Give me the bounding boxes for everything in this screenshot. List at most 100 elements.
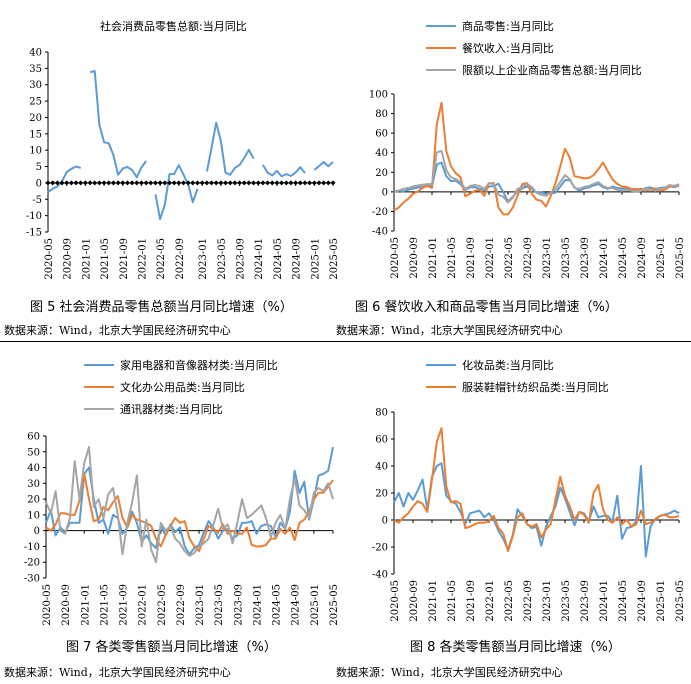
legend-label: 化妆品类:当月同比 — [462, 358, 554, 372]
x-tick-label: 2023-09 — [236, 238, 247, 280]
x-tick-label: 2023-09 — [580, 237, 591, 279]
axis-marker — [134, 180, 140, 186]
caption-fig6: 图 6 餐饮收入和商品零售当月同比增速（%） — [355, 300, 618, 315]
x-tick-label: 2023-09 — [580, 580, 591, 622]
series-line-0 — [393, 462, 680, 558]
axis-marker — [283, 180, 289, 186]
y-tick-label: 20 — [375, 168, 388, 179]
y-tick-label: 40 — [375, 148, 388, 159]
axis-marker — [279, 180, 285, 186]
axis-marker — [96, 180, 102, 186]
axis-marker — [78, 180, 84, 186]
y-tick-label: 25 — [29, 97, 42, 108]
axis-marker — [204, 180, 210, 186]
x-tick-label: 2025-05 — [675, 237, 686, 279]
axis-marker — [260, 180, 266, 186]
axis-marker — [59, 180, 65, 186]
axis-marker — [274, 180, 280, 186]
x-tick-label: 2025-01 — [310, 238, 321, 280]
axis-marker — [246, 180, 252, 186]
caption-fig8: 图 8 各类零售额当月同比增速（%） — [410, 640, 621, 655]
x-tick-label: 2023-05 — [561, 237, 572, 279]
axis-marker — [218, 180, 224, 186]
axis-marker — [251, 180, 257, 186]
axis-marker — [190, 180, 196, 186]
axis-marker — [223, 180, 229, 186]
axis-marker — [255, 180, 261, 186]
x-tick-label: 2022-01 — [485, 580, 496, 622]
axis-marker — [115, 180, 121, 186]
y-tick-label: -5 — [32, 195, 42, 206]
y-tick-label: 100 — [369, 90, 388, 101]
y-tick-label: 40 — [29, 48, 42, 59]
legend-label: 餐饮收入:当月同比 — [462, 41, 554, 55]
x-tick-label: 2022-01 — [137, 238, 148, 280]
chart-fig8-svg: -40 -20 0 20 40 60 80 2020-05 2020-09 2021-01 2021… — [372, 358, 686, 622]
series-line-2 — [45, 446, 334, 564]
y-tick-label: 0 — [382, 516, 388, 527]
axis-marker — [297, 180, 303, 186]
x-tick-label: 2024-09 — [292, 238, 303, 280]
legend-label: 家用电器和音像器材类:当月同比 — [120, 358, 278, 372]
x-tick-label: 2023-01 — [542, 237, 553, 279]
x-tick-label: 2022-05 — [156, 238, 167, 280]
x-tick-label: 2024-01 — [254, 238, 265, 280]
axis-marker — [50, 180, 56, 186]
x-tick-label: 2020-05 — [390, 237, 401, 279]
x-tick-label: 2023-05 — [214, 584, 225, 626]
y-tick-label: -40 — [372, 570, 388, 581]
caption-fig7: 图 7 各类零售额当月同比增速（%） — [66, 640, 277, 655]
chart-title: 社会消费品零售总额:当月同比 — [100, 19, 247, 33]
axis-marker — [213, 180, 219, 186]
axis-marker — [101, 180, 107, 186]
axis-marker — [54, 180, 60, 186]
x-tick-label: 2021-09 — [466, 237, 477, 279]
y-tick-label: -20 — [372, 207, 388, 218]
x-tick-label: 2021-01 — [428, 580, 439, 622]
axis-marker — [265, 180, 271, 186]
y-tick-label: 15 — [29, 129, 42, 140]
axis-marker — [106, 180, 112, 186]
axis-marker — [307, 180, 313, 186]
x-tick-label: 2021-05 — [100, 238, 111, 280]
source-left-bottom: 数据来源：Wind，北京大学国民经济研究中心 — [4, 666, 231, 679]
x-tick-label: 2020-09 — [63, 238, 74, 280]
x-tick-label: 2020-09 — [61, 584, 72, 626]
y-tick-label: 80 — [375, 408, 388, 419]
x-tick-label: 2021-01 — [80, 584, 91, 626]
x-tick-label: 2024-05 — [618, 237, 629, 279]
x-tick-label: 2024-01 — [599, 237, 610, 279]
x-tick-label: 2020-05 — [42, 584, 53, 626]
axis-marker — [45, 180, 51, 186]
axis-marker — [311, 180, 317, 186]
y-tick-label: -15 — [26, 228, 42, 239]
x-tick-label: 2023-01 — [198, 238, 209, 280]
x-tick-label: 2022-01 — [138, 584, 149, 626]
axis-marker — [330, 180, 336, 186]
x-tick-label: 2021-09 — [466, 580, 477, 622]
y-tick-label: -20 — [372, 543, 388, 554]
axis-marker — [176, 180, 182, 186]
axis-marker — [232, 180, 238, 186]
chart-fig5: -15 -10 -5 0 5 10 15 20 25 30 35 40 2020-05 2020-09 20… — [0, 0, 345, 285]
chart-fig8: -40 -20 0 20 40 60 80 2020-05 2020-09 2021-01 2021… — [346, 348, 691, 630]
y-tick-label: 0 — [34, 526, 40, 537]
series-line-1 — [45, 472, 334, 553]
y-tick-label: 60 — [27, 432, 40, 443]
x-tick-label: 2024-09 — [291, 584, 302, 626]
x-tick-label: 2024-01 — [252, 584, 263, 626]
series-line-0 — [47, 70, 334, 221]
axis-marker — [64, 180, 70, 186]
chart-fig7: -30 -20 -10 0 10 20 30 40 50 60 2020-05 2020-09 2021… — [0, 348, 345, 630]
axis-marker — [152, 180, 158, 186]
axis-marker — [199, 180, 205, 186]
y-tick-label: 60 — [375, 435, 388, 446]
y-tick-label: 0 — [382, 187, 388, 198]
x-tick-label: 2024-01 — [599, 580, 610, 622]
x-tick-label: 2023-05 — [561, 580, 572, 622]
source-left-top: 数据来源：Wind，北京大学国民经济研究中心 — [4, 324, 231, 337]
x-tick-label: 2021-09 — [119, 584, 130, 626]
x-tick-label: 2025-01 — [310, 584, 321, 626]
axis-marker — [293, 180, 299, 186]
series-line-1 — [393, 101, 680, 216]
